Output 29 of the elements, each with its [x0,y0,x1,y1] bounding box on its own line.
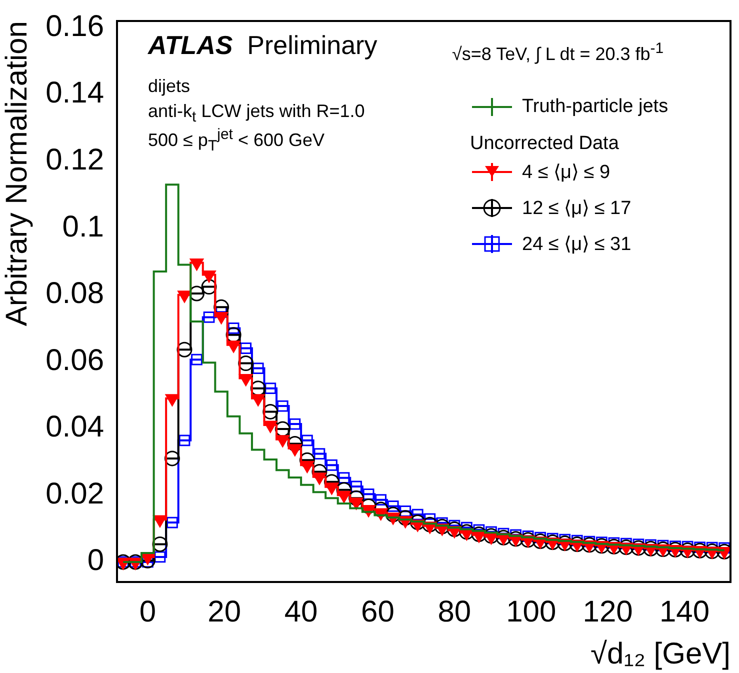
legend-label: 12 ≤ ⟨μ⟩ ≤ 17 [522,197,632,220]
legend-label: Truth-particle jets [522,96,668,118]
y-tick-label: 0.06 [46,344,104,377]
y-tick-label: 0.12 [46,144,104,177]
annotation: 500 ≤ p$_{T}$$^{jet}$ < 600 GeV [148,126,325,155]
y-axis-title: Arbitrary Normalization [0,21,34,326]
y-tick-label: 0.04 [46,410,104,444]
y-tick-label: 0 [87,544,104,578]
legend-label: 24 ≤ ⟨μ⟩ ≤ 31 [522,233,632,256]
x-tick-label: 100 [506,595,556,628]
annotation: anti-k$_{t}$ LCW jets with R=1.0 [148,101,365,126]
y-tick-label: 0.02 [46,477,104,510]
x-tick-label: 140 [659,595,710,628]
annotation: dijets [148,76,190,97]
annotation: ATLAS Preliminary [148,30,378,60]
x-tick-label: 120 [582,595,633,628]
y-tick-label: 0.1 [62,210,104,244]
x-tick-label: 80 [438,595,472,628]
x-tick-label: 60 [361,595,394,628]
y-tick-label: 0.08 [46,277,104,310]
annotation: √s=8 TeV, ∫ L dt = 20.3 fb$^{-1}$ [452,40,664,65]
x-axis-title: √d₁₂ [GeV] [590,637,730,670]
y-tick-label: 0.16 [46,10,104,43]
legend-label: 4 ≤ ⟨μ⟩ ≤ 9 [522,161,610,184]
x-tick-label: 0 [139,595,156,628]
annotation: Uncorrected Data [470,133,619,155]
y-tick-label: 0.14 [46,76,104,110]
x-tick-label: 40 [284,595,318,628]
x-tick-label: 20 [208,595,242,628]
